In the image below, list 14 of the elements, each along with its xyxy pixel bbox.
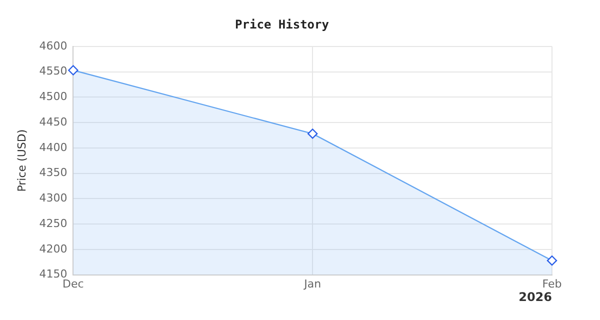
x-tick-label: Jan <box>303 277 322 290</box>
y-tick-label: 4350 <box>39 166 68 180</box>
text: 2026 <box>518 290 552 304</box>
y-tick-label: 4550 <box>39 64 68 78</box>
y-tick-label: 4300 <box>39 192 68 205</box>
y-tick-label: 4250 <box>39 216 68 230</box>
y-tick-label: 4450 <box>39 115 68 128</box>
y-tick-label: 4600 <box>39 39 68 52</box>
x-tick-label: Feb <box>542 277 562 290</box>
chart-title: Price History <box>235 17 329 32</box>
y-axis-title: Price (USD) <box>15 129 28 192</box>
y-tick-label: 4200 <box>39 242 68 256</box>
y-tick-label: 4500 <box>39 90 68 104</box>
y-tick-label: 4400 <box>39 140 68 154</box>
